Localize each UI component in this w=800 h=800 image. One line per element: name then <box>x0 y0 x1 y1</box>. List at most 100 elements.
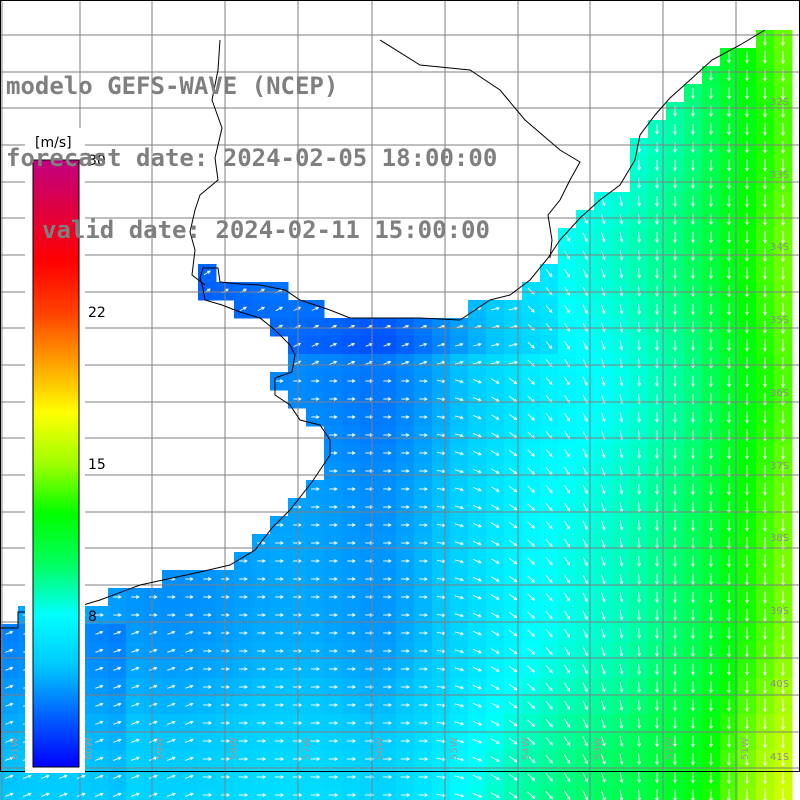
wind-arrow <box>727 87 731 100</box>
wind-arrow <box>545 539 553 548</box>
wind-arrow <box>545 341 553 350</box>
wind-arrow <box>637 322 642 333</box>
wind-arrow <box>563 682 571 692</box>
wind-arrow <box>167 684 176 689</box>
wind-arrow <box>673 645 677 658</box>
wind-arrow <box>781 392 785 407</box>
wind-arrow <box>655 322 659 333</box>
wind-arrow <box>131 648 140 653</box>
wind-arrow <box>745 159 749 172</box>
wind-arrow <box>4 792 14 797</box>
wind-arrow <box>418 703 429 707</box>
wind-arrow <box>382 793 393 797</box>
wind-arrow <box>311 559 320 563</box>
wind-arrow <box>203 613 212 617</box>
wind-arrow <box>545 772 553 782</box>
wind-arrow <box>709 213 713 226</box>
wind-arrow <box>311 306 320 311</box>
wind-arrow <box>275 613 284 617</box>
wind-arrow <box>781 680 785 695</box>
wind-arrow <box>454 541 464 546</box>
wind-arrow <box>781 482 785 497</box>
wind-arrow <box>600 682 606 693</box>
wind-arrow <box>691 591 695 604</box>
wind-arrow <box>454 415 464 420</box>
wind-arrow <box>637 573 642 585</box>
wind-arrow <box>727 213 731 226</box>
wind-arrow <box>329 415 338 419</box>
wind-arrow <box>763 752 767 767</box>
wind-arrow <box>472 666 482 672</box>
wind-arrow <box>691 177 695 190</box>
wind-arrow <box>655 124 659 135</box>
wind-arrow <box>275 379 284 383</box>
wind-arrow <box>293 505 302 509</box>
wind-arrow <box>238 685 248 689</box>
wind-arrow <box>545 647 553 656</box>
wind-arrow <box>619 663 624 675</box>
wind-arrow <box>601 376 606 387</box>
wind-arrow <box>655 213 659 225</box>
wind-arrow <box>673 591 677 604</box>
wind-arrow <box>257 649 266 653</box>
wind-arrow <box>619 646 624 657</box>
wind-arrow <box>454 721 465 726</box>
wind-arrow <box>727 645 731 658</box>
wind-arrow <box>239 559 248 563</box>
wind-arrow <box>691 771 695 784</box>
wind-arrow <box>781 752 785 767</box>
wind-arrow <box>637 699 642 712</box>
wind-arrow <box>763 644 767 659</box>
longitude-label: 58W <box>229 737 240 760</box>
wind-cell <box>72 786 91 800</box>
wind-cell <box>414 786 433 800</box>
wind-arrow <box>745 177 749 190</box>
wind-arrow <box>419 469 428 473</box>
wind-arrow <box>673 375 677 387</box>
wind-arrow <box>509 575 518 583</box>
wind-arrow <box>781 518 785 533</box>
wind-arrow <box>745 716 749 731</box>
wind-arrow <box>545 521 553 530</box>
wind-arrow <box>365 379 374 383</box>
wind-arrow <box>491 396 500 402</box>
wind-arrow <box>727 788 731 800</box>
wind-arrow <box>113 720 122 725</box>
wind-arrow <box>601 268 606 279</box>
wind-arrow <box>781 410 785 425</box>
wind-arrow <box>619 699 624 711</box>
wind-arrow <box>763 716 767 731</box>
wind-cell <box>270 786 289 800</box>
wind-arrow <box>527 701 536 709</box>
wind-arrow <box>166 792 176 797</box>
wind-arrow <box>347 360 356 365</box>
wind-arrow <box>130 720 140 725</box>
wind-arrow <box>131 613 140 617</box>
wind-arrow <box>472 414 482 420</box>
wind-arrow <box>655 735 659 748</box>
wind-arrow <box>472 612 482 618</box>
wind-arrow <box>418 649 429 653</box>
wind-arrow <box>709 771 713 784</box>
wind-arrow <box>601 322 606 333</box>
wind-arrow <box>383 342 392 347</box>
latitude-label: 36S <box>770 388 789 399</box>
wind-arrow <box>419 360 428 365</box>
wind-arrow <box>274 757 285 761</box>
wind-arrow <box>582 628 588 639</box>
wind-arrow <box>601 574 606 585</box>
wind-arrow <box>185 630 194 635</box>
wind-arrow <box>383 667 392 671</box>
wind-arrow <box>383 487 392 491</box>
wind-arrow <box>691 231 695 244</box>
wind-arrow <box>745 698 749 713</box>
wind-arrow <box>347 379 356 383</box>
wind-arrow <box>691 87 695 100</box>
wind-arrow <box>637 268 642 279</box>
wind-arrow <box>292 703 303 707</box>
wind-cell <box>396 786 415 800</box>
wind-arrow <box>655 717 659 730</box>
wind-arrow <box>508 773 518 781</box>
wind-arrow <box>329 541 338 545</box>
wind-arrow <box>5 738 14 743</box>
